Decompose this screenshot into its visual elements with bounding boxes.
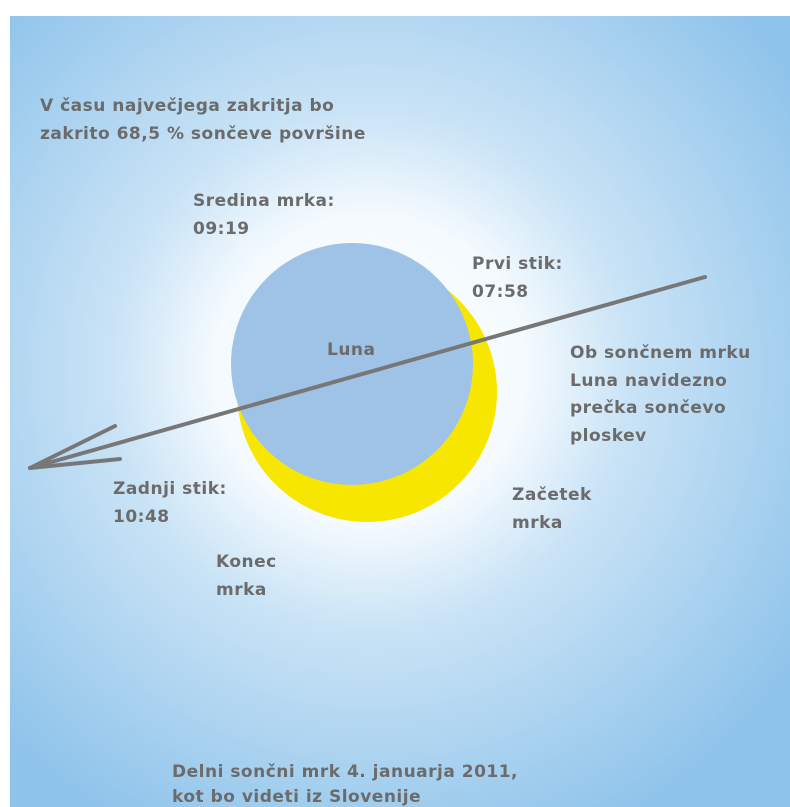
moon	[231, 243, 473, 485]
end-label: Konec mrka	[216, 552, 277, 600]
title: Delni sončni mrk 4. januarja 2011, kot bo…	[172, 762, 518, 807]
moon-label: Luna	[327, 340, 376, 360]
moon-path-arrow	[28, 275, 707, 470]
last-contact-label: Zadnji stik: 10:48	[113, 479, 227, 527]
first-contact-label: Prvi stik: 07:58	[472, 254, 563, 302]
start-label: Začetek mrka	[512, 485, 592, 533]
mid-label: Sredina mrka: 09:19	[193, 191, 335, 239]
explanation: Ob sončnem mrku Luna navidezno prečka sonč…	[570, 343, 751, 446]
coverage-note: V času največjega zakritja bo zakrito 68,…	[40, 96, 366, 144]
